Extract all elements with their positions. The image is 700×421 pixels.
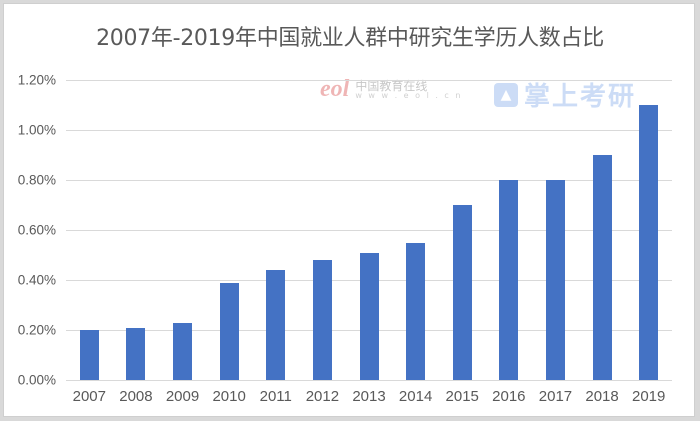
bar-2007	[79, 330, 99, 380]
x-tick-label: 2018	[585, 388, 619, 405]
bar-2016	[499, 180, 519, 380]
chart-frame	[3, 3, 695, 417]
bar-2014	[406, 242, 426, 380]
x-tick-label: 2015	[445, 388, 479, 405]
y-tick-label: 0.20%	[17, 322, 56, 338]
x-tick-label: 2013	[352, 388, 386, 405]
y-tick-label: 1.20%	[17, 72, 56, 88]
x-tick-label: 2014	[398, 388, 433, 405]
x-tick-label: 2011	[259, 388, 292, 405]
gridline	[66, 180, 672, 181]
graduation-cap-icon: ▲	[494, 82, 518, 107]
bar-2017	[545, 180, 565, 380]
y-tick-label: 0.40%	[17, 272, 56, 288]
bar-2012	[312, 260, 332, 380]
x-tick-label: 2008	[119, 388, 153, 405]
bar-2013	[359, 252, 379, 380]
x-tick-label: 2007	[72, 388, 106, 405]
y-tick-label: 1.00%	[17, 122, 56, 138]
gridline	[66, 230, 672, 231]
plot-area: 0.00% 0.20% 0.40% 0.60% 0.80% 1.00% 1.20% 2007 2…	[18, 73, 672, 405]
bar-2018	[592, 155, 612, 380]
bar-2009	[173, 322, 193, 380]
kaoyan-name: 掌上考研	[524, 82, 637, 112]
chart-title: 2007年-2019年中国就业人群中研究生学历人数占比	[96, 26, 604, 51]
gridline	[66, 130, 672, 131]
x-tick-label: 2016	[492, 388, 526, 405]
bar-2019	[639, 105, 659, 380]
bar-2008	[126, 327, 146, 380]
x-tick-label: 2017	[538, 388, 573, 405]
bar-2015	[452, 205, 472, 380]
eol-name: 中国教育在线	[355, 78, 428, 93]
x-tick-label: 2019	[632, 388, 666, 405]
bar-2010	[219, 282, 239, 380]
x-tick-label: 2010	[212, 388, 246, 405]
gridline	[66, 380, 672, 381]
y-tick-label: 0.00%	[17, 372, 56, 388]
x-tick-label: 2012	[305, 388, 340, 405]
gridline	[66, 80, 672, 81]
y-tick-label: 0.80%	[17, 172, 56, 188]
eol-url: w w w . e o l . c n	[355, 90, 463, 100]
x-tick-label: 2009	[165, 388, 200, 405]
bar-2011	[266, 270, 286, 380]
kaoyan-watermark: ▲ 掌上考研	[494, 76, 636, 113]
y-tick-label: 0.60%	[17, 222, 56, 238]
